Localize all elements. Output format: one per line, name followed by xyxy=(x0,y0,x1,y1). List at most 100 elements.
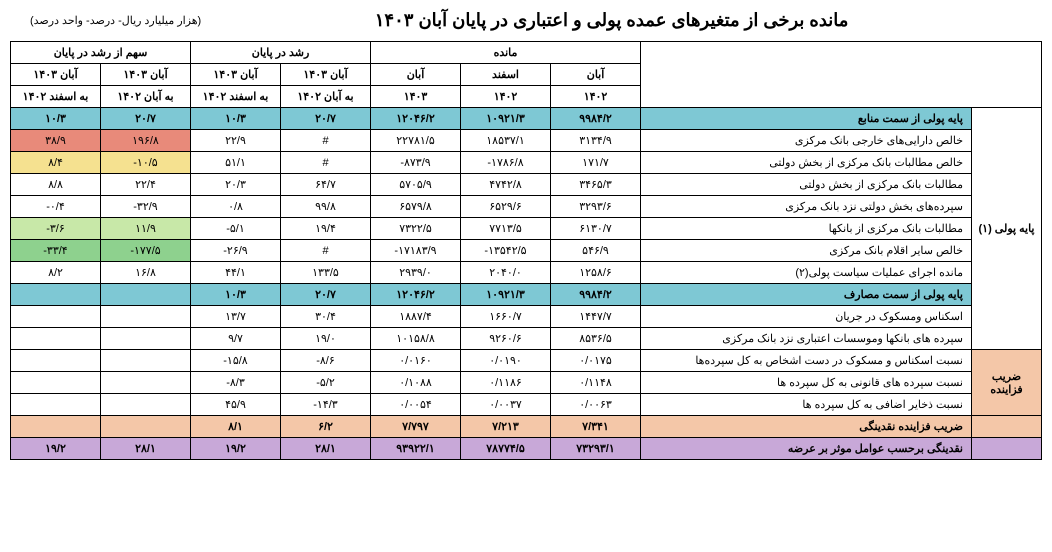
col-s1: آبان ۱۴۰۳ xyxy=(101,64,191,86)
cell xyxy=(11,328,101,350)
cell: ۴۵/۹ xyxy=(191,394,281,416)
cell: ۲۹۳۹/۰ xyxy=(371,262,461,284)
cell: ۲۲/۹ xyxy=(191,130,281,152)
cell: ۷/۳۴۱ xyxy=(551,416,641,438)
cell: ۹۹/۸ xyxy=(281,196,371,218)
table-row: خالص سایر اقلام بانک مرکزی۵۴۶/۹-۱۳۵۴۲/۵-… xyxy=(11,240,1042,262)
cell: ۲۰۴۰/۰ xyxy=(461,262,551,284)
cell: ۳۲۹۳/۶ xyxy=(551,196,641,218)
cell: ۱۳۳/۵ xyxy=(281,262,371,284)
cell: ۰/۰۰۵۴ xyxy=(371,394,461,416)
cell: ۰/۱۰۸۸ xyxy=(371,372,461,394)
cell: ۴۷۴۲/۸ xyxy=(461,174,551,196)
cell: -۰/۴ xyxy=(11,196,101,218)
cell: ۱۲۰۴۶/۲ xyxy=(371,284,461,306)
cell xyxy=(11,350,101,372)
cell: ۸/۴ xyxy=(11,152,101,174)
cell: ۸/۲ xyxy=(11,262,101,284)
cell: ۱۹۶/۸ xyxy=(101,130,191,152)
table-row: ضریب فزاینده نقدینگی۷/۳۴۱۷/۲۱۳۷/۷۹۷۶/۲۸/… xyxy=(11,416,1042,438)
cell: ۱۲۰۴۶/۲ xyxy=(371,108,461,130)
table-row: ضریب فزایندهنسبت اسکناس و مسکوک در دست ا… xyxy=(11,350,1042,372)
page-title: مانده برخی از متغیرهای عمده پولی و اعتبا… xyxy=(201,10,1022,31)
cell: -۸/۶ xyxy=(281,350,371,372)
cell: ۰/۸ xyxy=(191,196,281,218)
col-r1: آبان ۱۴۰۳ xyxy=(281,64,371,86)
cell: ۱۰/۳ xyxy=(191,284,281,306)
cell xyxy=(101,372,191,394)
cell: -۳/۶ xyxy=(11,218,101,240)
cell: ۹۳۹۲۲/۱ xyxy=(371,438,461,460)
cell: ۱۹/۰ xyxy=(281,328,371,350)
cell: ۱۰۱۵۸/۸ xyxy=(371,328,461,350)
cell: ۱۰۹۲۱/۳ xyxy=(461,108,551,130)
hdr-sahm: سهم از رشد در پایان xyxy=(11,42,191,64)
cell: -۱۴/۳ xyxy=(281,394,371,416)
col-aban1402: آبان xyxy=(551,64,641,86)
cell: ۸/۱ xyxy=(191,416,281,438)
table-row: خالص مطالبات بانک مرکزی از بخش دولتی۱۷۱/… xyxy=(11,152,1042,174)
row-label: خالص دارایی‌های خارجی بانک مرکزی xyxy=(641,130,972,152)
row-label: نسبت ذخایر اضافی به کل سپرده ها xyxy=(641,394,972,416)
cell xyxy=(11,394,101,416)
row-label: نقدینگی برحسب عوامل موثر بر عرضه xyxy=(641,438,972,460)
cell xyxy=(101,416,191,438)
cell: -۱۳۵۴۲/۵ xyxy=(461,240,551,262)
cell: ۱۰/۳ xyxy=(191,108,281,130)
cell: ۷۸۷۷۴/۵ xyxy=(461,438,551,460)
cell: ۶۴/۷ xyxy=(281,174,371,196)
cell: ۱۱/۹ xyxy=(101,218,191,240)
table-row: مانده اجرای عملیات سیاست پولی(۲)۱۲۵۸/۶۲۰… xyxy=(11,262,1042,284)
cell: -۸/۳ xyxy=(191,372,281,394)
row-label: مانده اجرای عملیات سیاست پولی(۲) xyxy=(641,262,972,284)
cell: ۶۱۳۰/۷ xyxy=(551,218,641,240)
row-label: پایه پولی از سمت منابع xyxy=(641,108,972,130)
data-table: مانده رشد در پایان سهم از رشد در پایان آ… xyxy=(10,41,1042,460)
cell: ۲۲/۴ xyxy=(101,174,191,196)
cell: ۰/۰۰۶۳ xyxy=(551,394,641,416)
table-row: مطالبات بانک مرکزی از بانکها۶۱۳۰/۷۷۷۱۳/۵… xyxy=(11,218,1042,240)
col-r2: آبان ۱۴۰۳ xyxy=(191,64,281,86)
col-s2: آبان ۱۴۰۳ xyxy=(11,64,101,86)
table-row: اسکناس ومسکوک در جریان۱۴۴۷/۷۱۶۶۰/۷۱۸۸۷/۴… xyxy=(11,306,1042,328)
cell: ۰/۰۰۳۷ xyxy=(461,394,551,416)
cell: # xyxy=(281,240,371,262)
cell xyxy=(11,372,101,394)
cell: -۵/۱ xyxy=(191,218,281,240)
table-row: پایه پولی (۱)پایه پولی از سمت منابع۹۹۸۴/… xyxy=(11,108,1042,130)
cell: ۲۸/۱ xyxy=(101,438,191,460)
cell: ۱۸۸۷/۴ xyxy=(371,306,461,328)
cell: ۰/۱۱۴۸ xyxy=(551,372,641,394)
cell: ۲۰/۷ xyxy=(101,108,191,130)
cell xyxy=(11,416,101,438)
cell xyxy=(101,394,191,416)
cell: ۶۵۲۹/۶ xyxy=(461,196,551,218)
cell xyxy=(101,350,191,372)
cell: ۶۵۷۹/۸ xyxy=(371,196,461,218)
cell: -۱۷۸۶/۸ xyxy=(461,152,551,174)
cell: ۱۷۱/۷ xyxy=(551,152,641,174)
cell: ۷/۲۱۳ xyxy=(461,416,551,438)
cell: ۵۱/۱ xyxy=(191,152,281,174)
cell: ۲۰/۷ xyxy=(281,108,371,130)
cell: ۱۰/۳ xyxy=(11,108,101,130)
cell: ۰/۰۱۷۵ xyxy=(551,350,641,372)
cell: ۹۹۸۴/۲ xyxy=(551,108,641,130)
cell xyxy=(101,306,191,328)
cell: ۱۸۵۳۷/۱ xyxy=(461,130,551,152)
row-label: ضریب فزاینده نقدینگی xyxy=(641,416,972,438)
table-row: نقدینگی برحسب عوامل موثر بر عرضه۷۳۲۹۳/۱۷… xyxy=(11,438,1042,460)
cell: ۱۲۵۸/۶ xyxy=(551,262,641,284)
table-row: پایه پولی از سمت مصارف۹۹۸۴/۲۱۰۹۲۱/۳۱۲۰۴۶… xyxy=(11,284,1042,306)
cell: ۲۰/۷ xyxy=(281,284,371,306)
cell: ۴۴/۱ xyxy=(191,262,281,284)
hdr-roshd: رشد در پایان xyxy=(191,42,371,64)
cell: ۷/۷۹۷ xyxy=(371,416,461,438)
cell: ۲۸/۱ xyxy=(281,438,371,460)
hdr-mandeh: مانده xyxy=(371,42,641,64)
cell xyxy=(101,328,191,350)
cell: -۱۷۱۸۳/۹ xyxy=(371,240,461,262)
row-label: نسبت سپرده های قانونی به کل سپرده ها xyxy=(641,372,972,394)
cell: ۰/۰۱۹۰ xyxy=(461,350,551,372)
cell: ۹۲۶۰/۶ xyxy=(461,328,551,350)
